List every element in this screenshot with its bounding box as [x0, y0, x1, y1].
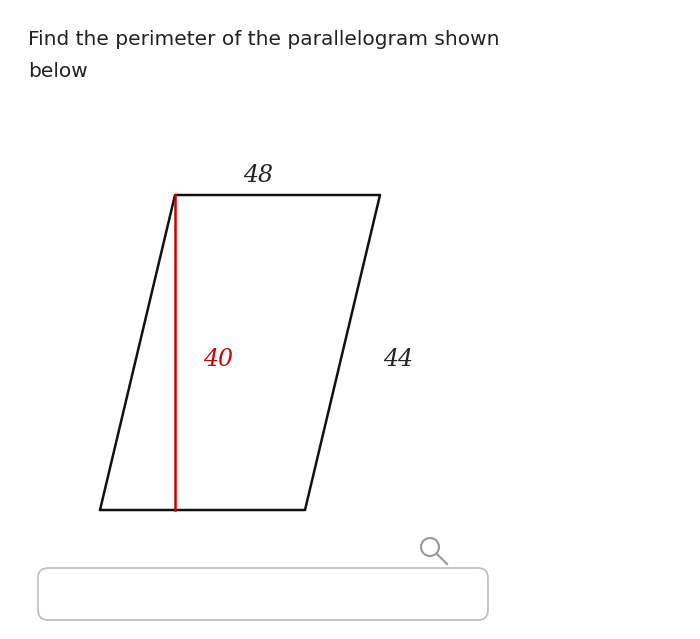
Text: 48: 48 [243, 164, 273, 187]
Polygon shape [100, 195, 380, 510]
Text: Find the perimeter of the parallelogram shown: Find the perimeter of the parallelogram … [28, 30, 500, 49]
Text: 40: 40 [203, 348, 233, 371]
Text: 44: 44 [383, 348, 413, 371]
FancyBboxPatch shape [38, 568, 488, 620]
Text: below: below [28, 62, 88, 81]
